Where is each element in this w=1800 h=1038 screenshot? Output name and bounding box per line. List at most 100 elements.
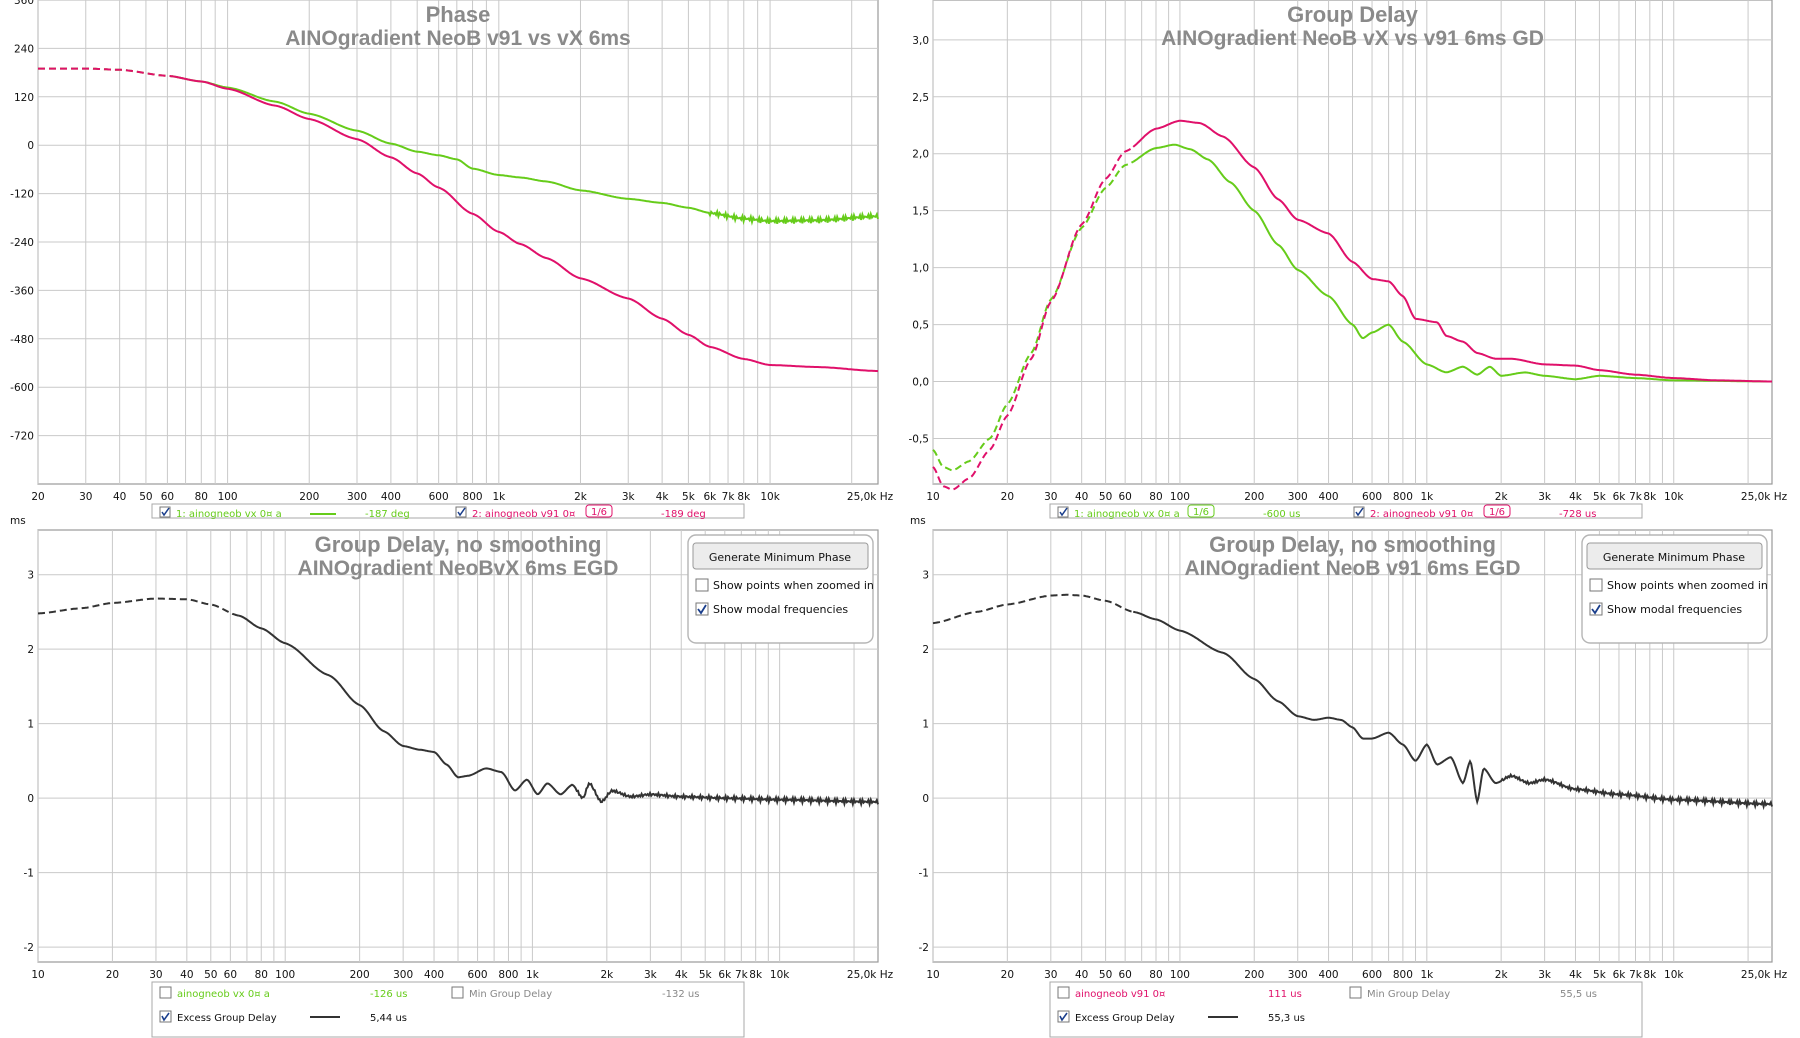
legend-label: ainogneob vx 0¤ a (177, 989, 270, 1000)
x-tick-label: 60 (1118, 969, 1131, 981)
x-tick-label: 20 (1001, 969, 1014, 981)
x-tick-label: 200 (350, 969, 370, 981)
option-1[interactable]: Show points when zoomed in (1589, 578, 1768, 592)
chart-title: Group Delay, no smoothing (1209, 532, 1496, 557)
x-axis: 20 30 40 50 60 80 100 200 300 400 600 800 1k 2k 3k 4k 5k… (31, 491, 893, 503)
x-tick-label: 20 (106, 969, 119, 981)
x-tick-label: 600 (468, 969, 488, 981)
x-tick-label: 10k (770, 969, 790, 981)
series-1 (38, 597, 879, 808)
x-tick-label: 100 (1170, 491, 1190, 503)
x-tick-label: 40 (1075, 491, 1088, 503)
y-tick-label: -1 (24, 868, 34, 880)
x-tick-label: 100 (275, 969, 295, 981)
y-tick-label: -480 (10, 334, 34, 346)
y-tick-label: 1 (922, 719, 929, 731)
check-icon (457, 507, 466, 517)
x-tick-label: 40 (1075, 969, 1088, 981)
y-tick-label: 1,5 (912, 206, 929, 218)
x-tick-label: 80 (1149, 969, 1162, 981)
x-grid (932, 0, 1749, 484)
y-tick-label: 0 (27, 793, 34, 805)
x-tick-label: 30 (79, 491, 92, 503)
x-tick-label: 10 (31, 969, 44, 981)
y-tick-label: -600 (10, 382, 34, 394)
x-tick-label: 8k (737, 491, 751, 503)
legend-item[interactable]: 2: ainogneob v91 0¤ 1/6 -728 us (1353, 504, 1596, 520)
y-tick-label: -1 (919, 868, 929, 880)
legend-value: -126 us (370, 989, 407, 1000)
x-tick-label: 4k (1569, 969, 1583, 981)
x-tick-label: 10k (1664, 969, 1684, 981)
option-2[interactable]: Show modal frequencies (1589, 602, 1742, 616)
series-line-dashed (38, 597, 239, 617)
legend-item[interactable]: ainogneob vx 0¤ a -126 us (159, 986, 407, 1000)
legend-panel: 1: ainogneob vx 0¤ a 1/6 -600 us 2: ainogne… (1049, 503, 1643, 520)
option-1[interactable]: Show points when zoomed in (695, 578, 874, 592)
x-tick-label: 6k (718, 969, 732, 981)
x-tick-label: 80 (1149, 491, 1162, 503)
smoothing-badge: 1/6 (1193, 507, 1209, 518)
legend-item[interactable]: 1: ainogneob vx 0¤ a -187 deg (159, 506, 410, 520)
x-tick-label: 2k (574, 491, 588, 503)
x-tick-label: 4k (1569, 491, 1583, 503)
y-tick-label: 120 (14, 92, 34, 104)
x-tick-label: 7k (1629, 491, 1643, 503)
legend-item[interactable]: 2: ainogneob v91 0¤ 1/6 -189 deg (455, 504, 706, 520)
legend-value: 55,5 us (1560, 989, 1597, 1000)
legend-item[interactable]: ainogneob v91 0¤ 111 us (1057, 986, 1302, 1000)
legend-item[interactable]: Min Group Delay -132 us (451, 986, 699, 1000)
x-tick-label: 4k (675, 969, 689, 981)
x-tick-label: 5k (699, 969, 713, 981)
x-tick-label: 25,0k Hz (847, 969, 894, 981)
x-tick-label: 25,0k Hz (1741, 969, 1788, 981)
y-tick-label: 3 (27, 570, 34, 582)
x-tick-label: 3k (1538, 491, 1552, 503)
check-icon (161, 1012, 170, 1022)
legend-label: Excess Group Delay (177, 1013, 277, 1024)
series-line (238, 614, 879, 808)
y-tick-label: 0,0 (912, 377, 929, 389)
legend-value: -187 deg (365, 509, 410, 520)
button-label: Generate Minimum Phase (709, 551, 851, 564)
legend-label: 1: ainogneob vx 0¤ a (176, 509, 282, 520)
x-tick-label: 6k (1613, 491, 1627, 503)
x-tick-label: 40 (180, 969, 193, 981)
check-icon (1059, 1012, 1068, 1022)
y-axis: 3,0 2,5 2,0 1,5 1,0 0,5 0,0 -0,5 (909, 35, 1772, 445)
legend-item[interactable]: Min Group Delay 55,5 us (1349, 986, 1597, 1000)
x-tick-label: 300 (1288, 491, 1308, 503)
legend-item[interactable]: Excess Group Delay 55,3 us (1057, 1010, 1305, 1024)
legend-label: Excess Group Delay (1075, 1013, 1175, 1024)
x-tick-label: 600 (1362, 969, 1382, 981)
y-tick-label: -2 (919, 942, 929, 954)
x-tick-label: 10 (926, 969, 939, 981)
series-line (1133, 610, 1773, 811)
y-tick-label: -360 (10, 285, 34, 297)
chart-panel-1: 360 240 120 0 -120 -240 -360 -480 -600 -720 20 30 40… (10, 0, 894, 520)
legend-item[interactable]: Excess Group Delay 5,44 us (159, 1010, 407, 1024)
option-2[interactable]: Show modal frequencies (695, 602, 848, 616)
x-tick-label: 8k (749, 969, 763, 981)
x-tick-label: 3k (1538, 969, 1552, 981)
x-tick-label: 800 (498, 969, 518, 981)
y-tick-label: -2 (24, 942, 34, 954)
x-tick-label: 80 (195, 491, 208, 503)
check-icon (1591, 604, 1601, 615)
y-tick-label: 1 (27, 719, 34, 731)
y-tick-label: 2,5 (912, 92, 929, 104)
y-tick-label: 3,0 (912, 35, 929, 47)
chart-subtitle: AINOgradient NeoB v91 vs vX 6ms (285, 27, 630, 50)
generate-minimum-phase-button[interactable]: Generate Minimum Phase (692, 542, 869, 570)
x-tick-label: 100 (218, 491, 238, 503)
option-label: Show points when zoomed in (1607, 579, 1768, 592)
x-tick-label: 30 (1044, 969, 1057, 981)
y-tick-label: -0,5 (909, 433, 930, 445)
x-tick-label: 50 (204, 969, 217, 981)
series-2 (38, 67, 879, 373)
series-line-dashed (932, 593, 1134, 625)
x-tick-label: 30 (1044, 491, 1057, 503)
generate-minimum-phase-button[interactable]: Generate Minimum Phase (1586, 542, 1763, 570)
legend-item[interactable]: 1: ainogneob vx 0¤ a 1/6 -600 us (1057, 504, 1300, 520)
